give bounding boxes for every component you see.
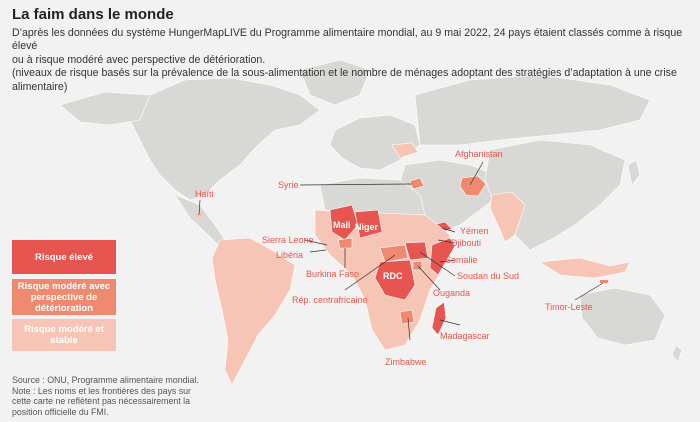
land-alaska bbox=[59, 91, 151, 126]
land-drc bbox=[374, 259, 416, 301]
legend-moderate-stable: Risque modéré et stable bbox=[12, 319, 116, 351]
land-europe bbox=[329, 114, 421, 171]
header: La faim dans le monde D’après les donnée… bbox=[12, 6, 692, 94]
label-syrie: Syrie bbox=[278, 180, 299, 190]
subtitle-line-1: D’après les données du système HungerMap… bbox=[12, 27, 683, 53]
label-rca: Rép. centrafricaine bbox=[292, 295, 368, 305]
land-car bbox=[379, 244, 409, 263]
legend-high-risk-label: Risque élevé bbox=[34, 251, 94, 263]
label-yemen: Yémen bbox=[460, 226, 489, 236]
label-rdc: RDC bbox=[383, 271, 403, 281]
subtitle-line-2: ou à risque modéré avec perspective de d… bbox=[12, 53, 266, 66]
label-burkina: Burkina Faso bbox=[306, 269, 359, 279]
land-south-america bbox=[211, 237, 296, 386]
land-madagascar bbox=[431, 301, 447, 336]
land-burkina bbox=[337, 237, 353, 249]
land-syria bbox=[409, 177, 425, 190]
legend-moderate-worsening-label: Risque modéré avec perspective de détéri… bbox=[17, 280, 111, 314]
land-zimbabwe bbox=[399, 309, 415, 325]
label-somalie: Somalie bbox=[445, 255, 478, 265]
land-north-america bbox=[129, 77, 321, 201]
land-russia bbox=[414, 74, 651, 146]
legend-moderate-worsening: Risque modéré avec perspective de détéri… bbox=[12, 279, 116, 315]
land-indonesia bbox=[539, 257, 631, 279]
label-afghanistan: Afghanistan bbox=[455, 149, 503, 159]
label-mali: Mali bbox=[333, 220, 351, 230]
label-sierra-leone: Sierra Leone bbox=[262, 235, 314, 245]
land-greenland bbox=[299, 59, 371, 106]
subtitle-line-3: (niveaux de risque basés sur la prévalen… bbox=[12, 67, 677, 93]
note-text: Note : Les noms et les frontières des pa… bbox=[12, 385, 191, 417]
land-japan bbox=[627, 159, 641, 186]
land-india bbox=[489, 191, 526, 243]
label-soudan-sud: Soudan du Sud bbox=[457, 271, 519, 281]
land-afghanistan bbox=[459, 175, 487, 197]
land-ukraine bbox=[391, 142, 419, 159]
label-djibouti: Djibouti bbox=[451, 238, 481, 248]
label-liberia: Libéria bbox=[276, 250, 303, 260]
land-niger bbox=[354, 209, 383, 239]
land-mali bbox=[329, 204, 359, 241]
land-australia bbox=[579, 287, 666, 346]
label-madagascar: Madagascar bbox=[440, 331, 490, 341]
source-note: Source : ONU, Programme alimentaire mond… bbox=[12, 375, 212, 417]
land-south-sudan bbox=[404, 241, 429, 261]
land-somalia bbox=[429, 237, 456, 276]
source-text: Source : ONU, Programme alimentaire mond… bbox=[12, 375, 199, 385]
land-new-zealand bbox=[671, 344, 683, 363]
legend-high-risk: Risque élevé bbox=[12, 240, 116, 274]
label-haiti: Haïti bbox=[195, 189, 214, 199]
page-title: La faim dans le monde bbox=[12, 6, 174, 23]
legend-moderate-stable-label: Risque modéré et stable bbox=[24, 324, 104, 346]
label-ouganda: Ouganda bbox=[433, 288, 470, 298]
land-haiti bbox=[196, 213, 203, 217]
label-timor: Timor-Leste bbox=[545, 302, 593, 312]
label-zimbabwe: Zimbabwe bbox=[385, 357, 427, 367]
label-niger: Niger bbox=[355, 222, 379, 232]
land-timor-leste bbox=[600, 280, 608, 283]
